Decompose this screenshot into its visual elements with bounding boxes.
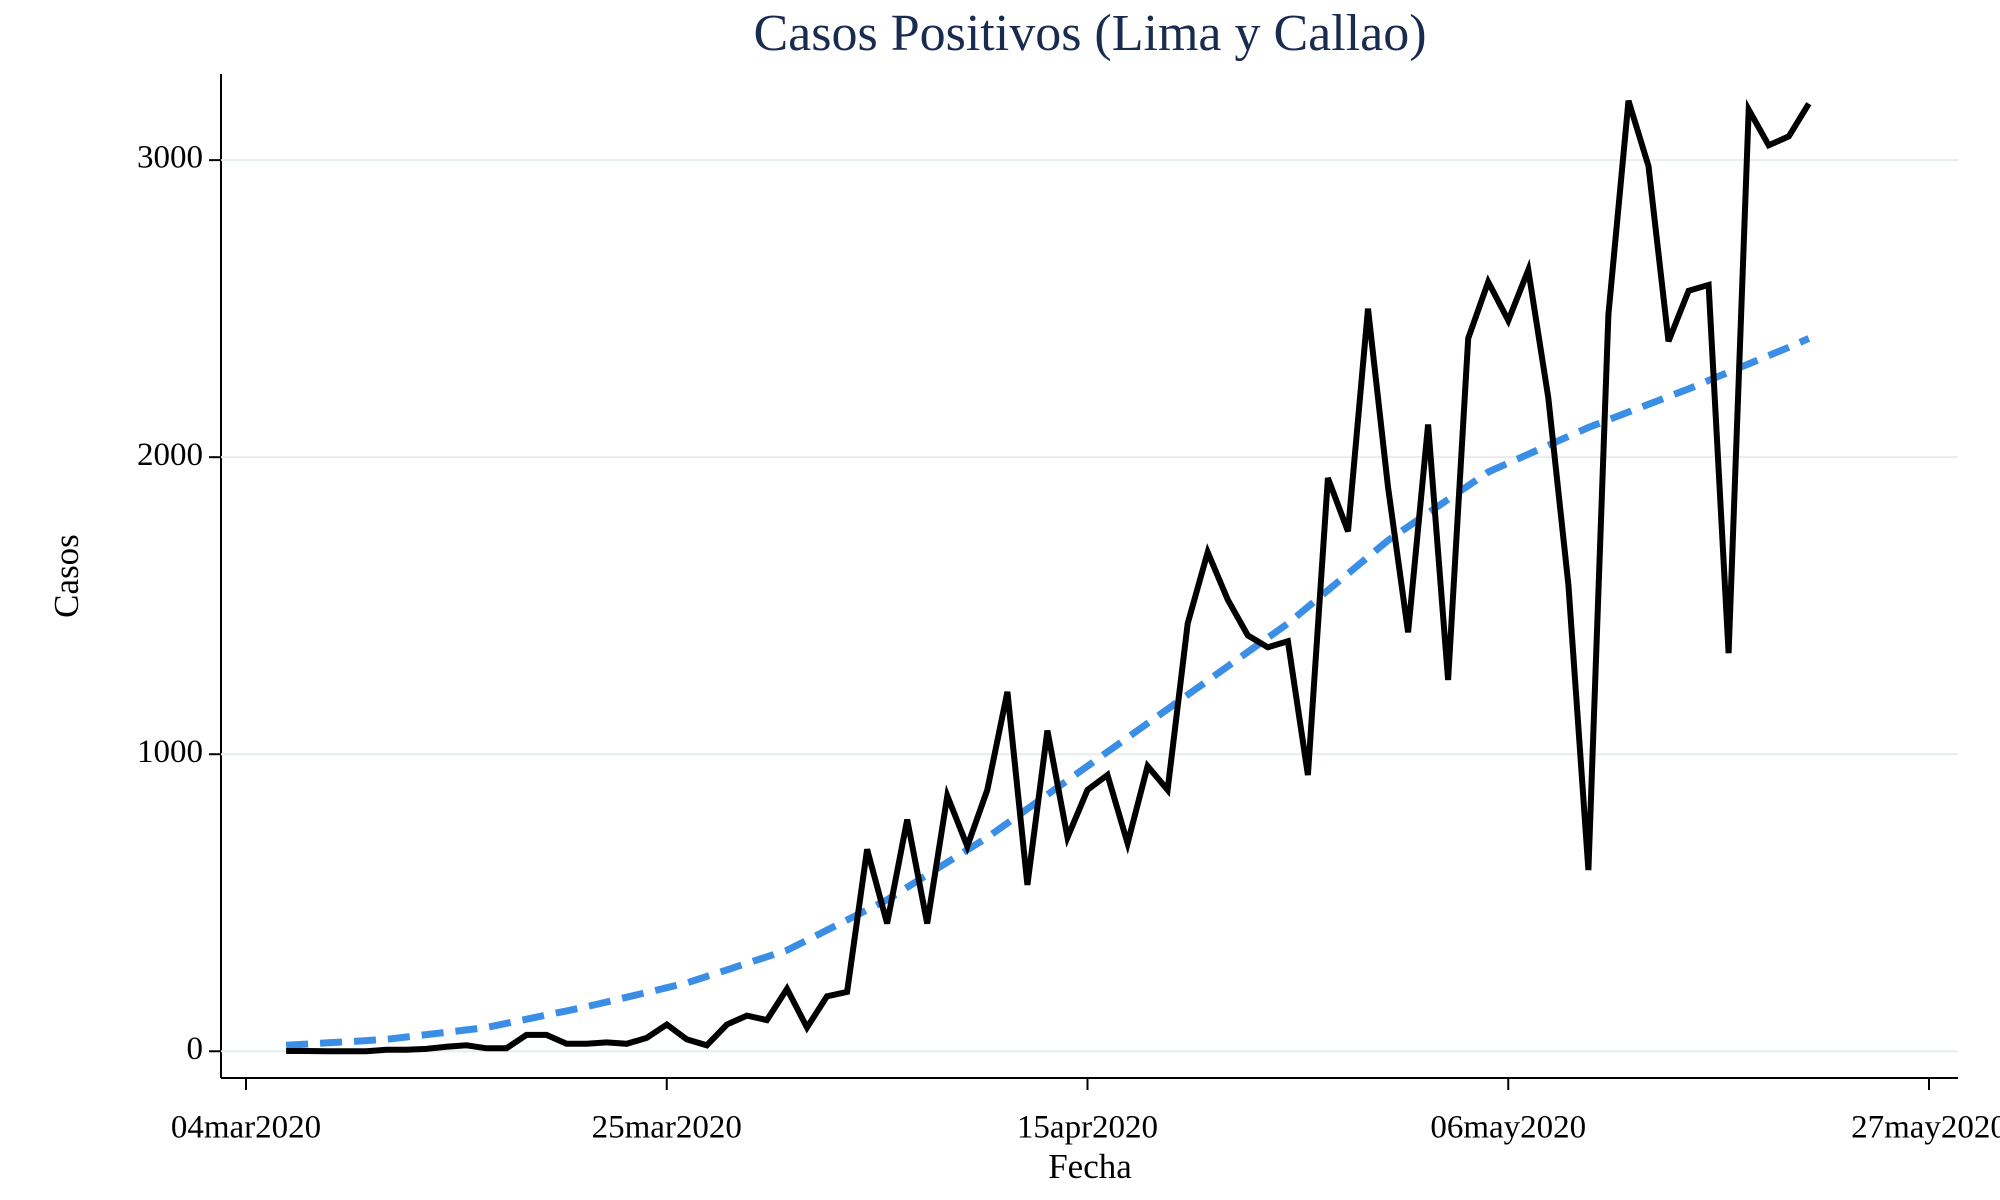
y-tick-label: 1000 (137, 734, 203, 770)
y-tick-label: 3000 (137, 140, 203, 176)
chart-title: Casos Positivos (Lima y Callao) (753, 5, 1426, 62)
y-tick-label: 0 (187, 1031, 204, 1067)
x-axis-label: Fecha (1048, 1147, 1132, 1186)
y-tick-label: 2000 (137, 437, 203, 473)
x-tick-label: 04mar2020 (171, 1110, 321, 1146)
y-axis-label: Casos (47, 534, 86, 618)
x-tick-label: 15apr2020 (1017, 1110, 1158, 1146)
x-tick-label: 06may2020 (1430, 1110, 1586, 1146)
data-line (286, 98, 1812, 1055)
x-tick-label: 27may2020 (1851, 1110, 2000, 1146)
x-tick-label: 25mar2020 (592, 1110, 742, 1146)
